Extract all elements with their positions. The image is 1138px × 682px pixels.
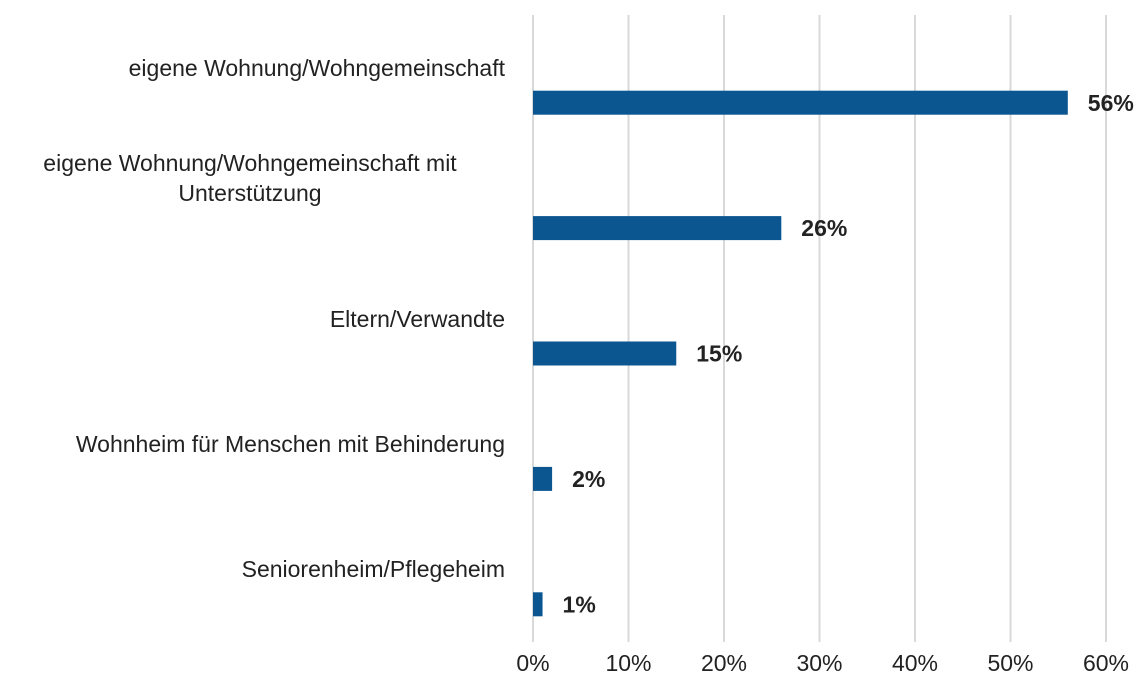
category-label: Seniorenheim/Pflegeheim [0, 554, 505, 584]
category-label: Eltern/Verwandte [0, 304, 505, 334]
category-label: eigene Wohnung/Wohngemeinschaft mit Unte… [0, 148, 505, 208]
x-tick-label: 50% [987, 650, 1033, 676]
category-text: Eltern/Verwandte [329, 305, 505, 332]
category-text: eigene Wohnung/Wohngemeinschaft mit Unte… [43, 150, 457, 207]
data-label: 56% [1088, 90, 1134, 116]
data-label: 26% [801, 215, 847, 241]
category-text: eigene Wohnung/Wohngemeinschaft [128, 54, 505, 81]
category-label: eigene Wohnung/Wohngemeinschaft [0, 53, 505, 83]
x-tick-label: 40% [892, 650, 938, 676]
x-tick-label: 0% [516, 650, 549, 676]
bar [533, 216, 782, 241]
bar [533, 341, 677, 366]
category-text: Seniorenheim/Pflegeheim [241, 556, 505, 583]
category-label: Wohnheim für Menschen mit Behinderung [0, 429, 505, 459]
bar [533, 90, 1068, 115]
x-tick-label: 10% [605, 650, 651, 676]
data-label: 1% [563, 591, 596, 617]
x-tick-label: 60% [1083, 650, 1129, 676]
data-label: 2% [572, 466, 605, 492]
bar [533, 466, 553, 491]
x-tick-label: 30% [796, 650, 842, 676]
data-label: 15% [696, 341, 742, 367]
bar [533, 592, 543, 617]
category-text: Wohnheim für Menschen mit Behinderung [75, 430, 505, 457]
x-tick-label: 20% [701, 650, 747, 676]
